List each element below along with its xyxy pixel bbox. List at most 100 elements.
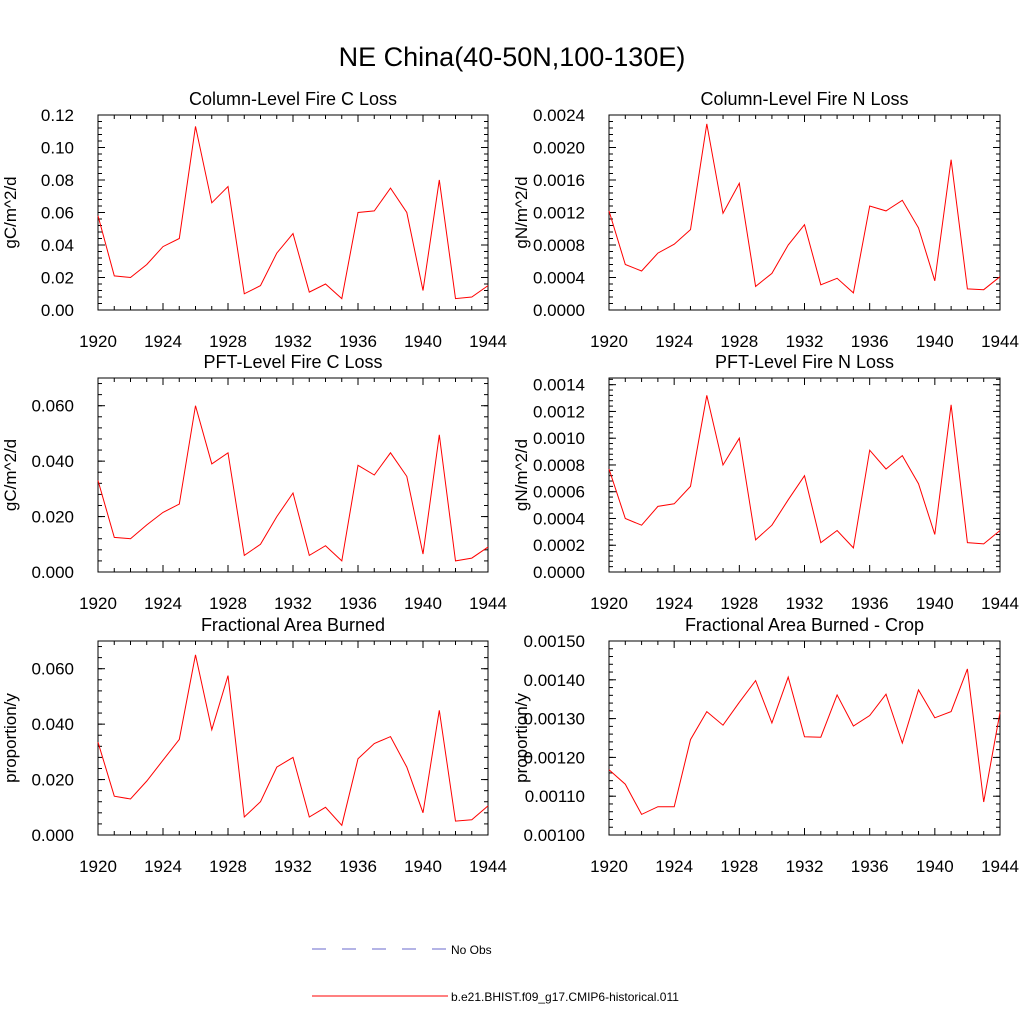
x-tick-label: 1940 (916, 857, 954, 876)
y-tick-label: 0.020 (31, 508, 74, 527)
y-tick-label: 0.00120 (524, 748, 585, 767)
x-tick-label: 1920 (590, 332, 628, 351)
x-tick-label: 1924 (655, 332, 693, 351)
x-tick-label: 1928 (720, 594, 758, 613)
x-tick-label: 1936 (339, 332, 377, 351)
y-tick-label: 0.0008 (533, 456, 585, 475)
y-tick-label: 0.0006 (533, 483, 585, 502)
y-axis-label: proportion/y (512, 693, 531, 783)
y-tick-label: 0.0000 (533, 563, 585, 582)
figure-title: NE China(40-50N,100-130E) (339, 42, 686, 72)
x-tick-label: 1928 (720, 857, 758, 876)
panel-title: Column-Level Fire C Loss (189, 89, 397, 109)
y-tick-label: 0.06 (41, 204, 74, 223)
panel-title: Fractional Area Burned - Crop (685, 615, 924, 635)
y-tick-label: 0.0016 (533, 171, 585, 190)
chart-panel: PFT-Level Fire C Loss gC/m^2/d 1920 1924 192… (1, 352, 507, 613)
x-tick-label: 1920 (79, 332, 117, 351)
x-tick-label: 1940 (404, 594, 442, 613)
y-tick-label: 0.000 (31, 826, 74, 845)
x-tick-label: 1936 (339, 594, 377, 613)
y-tick-label: 0.0004 (533, 509, 585, 528)
x-tick-label: 1932 (274, 332, 312, 351)
x-tick-label: 1940 (404, 857, 442, 876)
y-tick-label: 0.0000 (533, 301, 585, 320)
panel-title: Column-Level Fire N Loss (700, 89, 908, 109)
y-tick-label: 0.0024 (533, 106, 585, 125)
x-tick-label: 1928 (720, 332, 758, 351)
chart-panel: Column-Level Fire C Loss gC/m^2/d 1920 1924… (1, 89, 507, 351)
y-tick-label: 0.060 (31, 660, 74, 679)
x-tick-label: 1928 (209, 332, 247, 351)
panel-title: PFT-Level Fire N Loss (715, 352, 894, 372)
x-tick-label: 1920 (590, 594, 628, 613)
y-tick-label: 0.000 (31, 563, 74, 582)
series-line (97, 405, 489, 562)
x-tick-label: 1944 (981, 594, 1019, 613)
plot-frame (608, 114, 1001, 311)
x-tick-label: 1944 (981, 332, 1019, 351)
x-tick-label: 1920 (79, 857, 117, 876)
y-tick-label: 0.00110 (525, 787, 585, 806)
plot-frame (97, 114, 489, 311)
legend-label: b.e21.BHIST.f09_g17.CMIP6-historical.011 (451, 990, 679, 1004)
y-tick-label: 0.020 (31, 771, 74, 790)
y-tick-label: 0.04 (41, 236, 74, 255)
x-tick-label: 1944 (469, 332, 507, 351)
y-tick-label: 0.00100 (524, 826, 585, 845)
panels: Column-Level Fire C Loss gC/m^2/d 1920 1924… (1, 89, 1019, 876)
y-axis-label: gC/m^2/d (1, 439, 20, 511)
x-tick-label: 1944 (469, 857, 507, 876)
y-tick-label: 0.0002 (533, 536, 585, 555)
legend-label: No Obs (451, 943, 492, 957)
chart-panel: Fractional Area Burned - Crop proportion/… (512, 615, 1019, 876)
x-tick-label: 1936 (851, 857, 889, 876)
y-tick-label: 0.00 (41, 301, 74, 320)
legend: No Obs b.e21.BHIST.f09_g17.CMIP6-historic… (312, 943, 679, 1004)
y-tick-label: 0.040 (31, 452, 74, 471)
plot-frame (97, 640, 489, 836)
y-tick-label: 0.0012 (533, 204, 585, 223)
y-tick-label: 0.00130 (524, 710, 585, 729)
x-tick-label: 1924 (655, 857, 693, 876)
x-tick-label: 1932 (274, 594, 312, 613)
series-line (97, 126, 489, 300)
y-tick-label: 0.12 (41, 106, 74, 125)
x-tick-label: 1924 (655, 594, 693, 613)
panel-title: PFT-Level Fire C Loss (203, 352, 382, 372)
y-axis-label: gC/m^2/d (1, 176, 20, 248)
x-tick-label: 1944 (469, 594, 507, 613)
y-axis-label: gN/m^2/d (512, 439, 531, 511)
x-tick-label: 1920 (590, 857, 628, 876)
x-tick-label: 1924 (144, 857, 182, 876)
series-line (97, 654, 489, 827)
y-tick-label: 0.08 (41, 171, 74, 190)
plot-frame (97, 377, 489, 573)
y-tick-label: 0.040 (31, 715, 74, 734)
chart-panel: Fractional Area Burned proportion/y 1920 19… (1, 615, 507, 876)
y-tick-label: 0.0012 (533, 402, 585, 421)
plot-frame (608, 640, 1001, 836)
y-tick-label: 0.0010 (533, 429, 585, 448)
series-line (608, 123, 1001, 294)
series-line (608, 668, 1001, 816)
x-tick-label: 1928 (209, 857, 247, 876)
x-tick-label: 1932 (274, 857, 312, 876)
x-tick-label: 1924 (144, 594, 182, 613)
x-tick-label: 1940 (404, 332, 442, 351)
x-tick-label: 1940 (916, 594, 954, 613)
y-tick-label: 0.02 (41, 269, 74, 288)
y-tick-label: 0.0020 (533, 139, 585, 158)
y-tick-label: 0.0004 (533, 269, 585, 288)
series-line (608, 395, 1001, 549)
chart-panel: PFT-Level Fire N Loss gN/m^2/d 1920 1924 192… (512, 352, 1019, 613)
y-tick-label: 0.060 (31, 397, 74, 416)
panel-title: Fractional Area Burned (201, 615, 385, 635)
chart-panel: Column-Level Fire N Loss gN/m^2/d 1920 1924… (512, 89, 1019, 351)
x-tick-label: 1944 (981, 857, 1019, 876)
x-tick-label: 1932 (786, 332, 824, 351)
y-tick-label: 0.0014 (533, 376, 585, 395)
x-tick-label: 1920 (79, 594, 117, 613)
y-tick-label: 0.00150 (524, 632, 585, 651)
y-tick-label: 0.10 (41, 139, 74, 158)
